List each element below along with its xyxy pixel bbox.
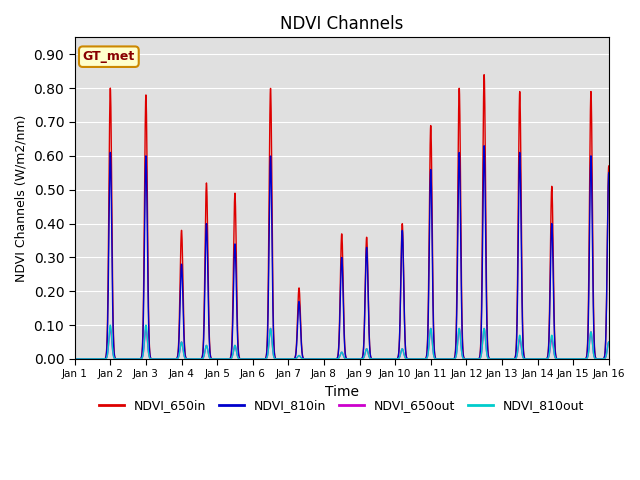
NDVI_650in: [163, 356, 171, 362]
NDVI_810out: [595, 356, 602, 362]
NDVI_810in: [163, 356, 171, 362]
NDVI_650in: [480, 72, 488, 78]
NDVI_650out: [164, 356, 172, 362]
NDVI_810in: [276, 356, 284, 362]
Line: NDVI_810out: NDVI_810out: [75, 325, 609, 359]
NDVI_650in: [537, 356, 545, 362]
NDVI_810out: [71, 356, 79, 362]
NDVI_650out: [71, 356, 79, 362]
NDVI_810in: [299, 354, 307, 360]
NDVI_650out: [595, 356, 602, 362]
NDVI_810out: [106, 322, 114, 328]
NDVI_650in: [595, 356, 602, 362]
NDVI_810in: [595, 356, 602, 362]
Title: NDVI Channels: NDVI Channels: [280, 15, 403, 33]
NDVI_810out: [605, 339, 612, 345]
NDVI_650in: [299, 353, 307, 359]
Line: NDVI_810in: NDVI_810in: [75, 146, 609, 359]
Legend: NDVI_650in, NDVI_810in, NDVI_650out, NDVI_810out: NDVI_650in, NDVI_810in, NDVI_650out, NDV…: [94, 394, 589, 417]
NDVI_650out: [537, 356, 545, 362]
NDVI_810out: [132, 356, 140, 362]
NDVI_810out: [276, 356, 284, 362]
NDVI_650out: [605, 339, 612, 345]
NDVI_650in: [276, 356, 284, 362]
NDVI_810in: [537, 356, 545, 362]
NDVI_650out: [299, 356, 307, 362]
NDVI_810out: [299, 356, 307, 362]
NDVI_650in: [132, 356, 140, 362]
NDVI_650in: [605, 163, 612, 169]
X-axis label: Time: Time: [324, 385, 359, 399]
NDVI_650out: [106, 325, 114, 331]
NDVI_650out: [276, 356, 284, 362]
NDVI_810out: [164, 356, 172, 362]
NDVI_810in: [132, 356, 140, 362]
NDVI_650out: [132, 356, 140, 362]
NDVI_810in: [480, 143, 488, 149]
NDVI_810in: [71, 356, 79, 362]
Text: GT_met: GT_met: [83, 50, 135, 63]
NDVI_810out: [537, 356, 545, 362]
Line: NDVI_650in: NDVI_650in: [75, 75, 609, 359]
NDVI_650in: [71, 356, 79, 362]
Line: NDVI_650out: NDVI_650out: [75, 328, 609, 359]
NDVI_810in: [605, 170, 612, 176]
Y-axis label: NDVI Channels (W/m2/nm): NDVI Channels (W/m2/nm): [15, 114, 28, 282]
